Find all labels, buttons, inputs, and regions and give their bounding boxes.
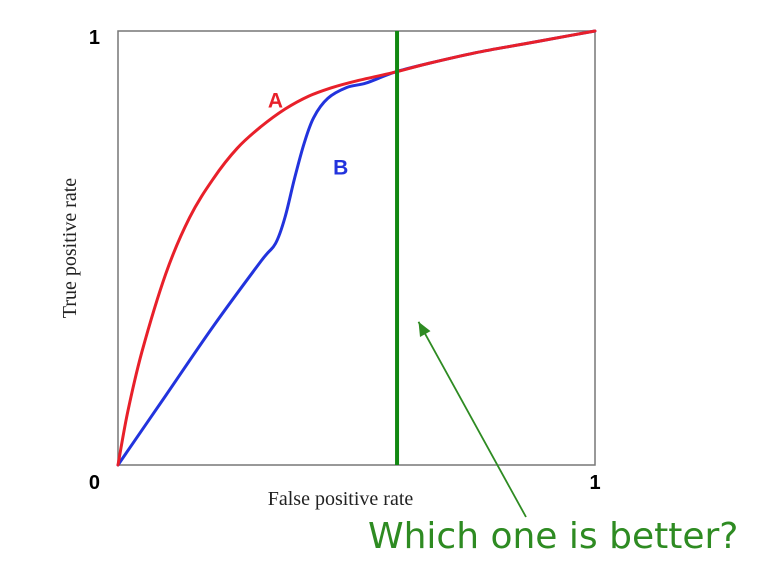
y-tick-label-1: 1 [89, 27, 100, 49]
x-axis-label: False positive rate [268, 488, 414, 510]
annotation-arrow-head [418, 321, 431, 337]
series-line-a [116, 29, 597, 467]
series-label-b: B [333, 157, 348, 180]
series-label-a: A [268, 89, 283, 112]
y-axis-label: True positive rate [59, 178, 81, 318]
x-tick-label-1: 1 [589, 472, 600, 494]
series-line-b [116, 29, 597, 467]
annotation-arrow [417, 321, 527, 518]
annotation-question: Which one is better? [368, 516, 738, 557]
plot-frame [117, 30, 596, 466]
y-tick-label-0: 0 [89, 472, 100, 494]
series-layer [116, 29, 597, 467]
